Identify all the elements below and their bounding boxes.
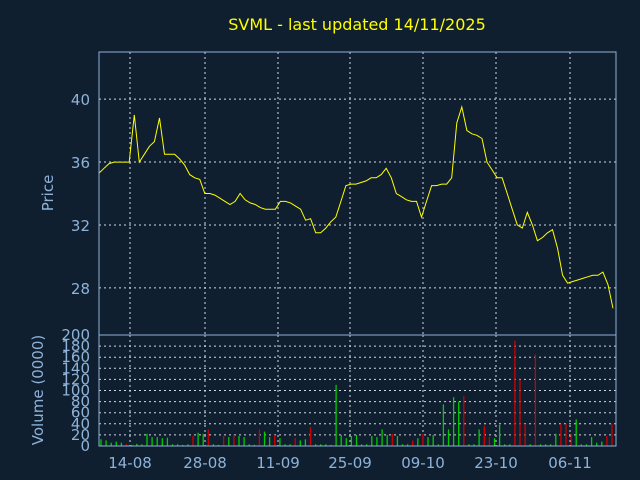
price-tick-label: 36 xyxy=(71,154,90,172)
date-tick-label: 25-09 xyxy=(328,454,372,472)
volume-panel-frame xyxy=(98,334,617,447)
volume-grid xyxy=(99,335,616,446)
volume-tick-label: 180 xyxy=(61,337,90,355)
volume-tick-label: 100 xyxy=(61,382,90,400)
date-tick-label: 14-08 xyxy=(108,454,152,472)
price-axis-label: Price xyxy=(39,175,57,212)
price-axis-ticks: 28 32 36 40 xyxy=(71,91,90,298)
volume-tick-label: 140 xyxy=(61,359,90,377)
volume-tick-label: 60 xyxy=(71,404,90,422)
volume-tick-label: 0 xyxy=(80,437,90,455)
volume-tick-label: 160 xyxy=(61,348,90,366)
price-tick-label: 28 xyxy=(71,280,90,298)
date-tick-label: 28-08 xyxy=(183,454,227,472)
price-line xyxy=(98,105,614,309)
price-tick-label: 40 xyxy=(71,91,90,109)
price-tick-label: 32 xyxy=(71,217,90,235)
date-tick-label: 11-09 xyxy=(256,454,300,472)
volume-tick-label: 40 xyxy=(71,415,90,433)
date-tick-label: 09-10 xyxy=(401,454,445,472)
volume-tick-label: 80 xyxy=(71,393,90,411)
date-tick-label: 06-11 xyxy=(548,454,592,472)
date-tick-label: 23-10 xyxy=(474,454,518,472)
price-series xyxy=(98,105,614,309)
volume-tick-label: 20 xyxy=(71,426,90,444)
price-grid xyxy=(99,52,616,335)
chart-title: SVML - last updated 14/11/2025 xyxy=(228,15,486,34)
volume-tick-label: 200 xyxy=(61,326,90,344)
volume-axis-label: Volume (0000) xyxy=(29,335,47,445)
volume-tick-label: 120 xyxy=(61,370,90,388)
date-axis-ticks: 14-08 28-08 11-09 25-09 09-10 23-10 06-11 xyxy=(108,454,592,472)
